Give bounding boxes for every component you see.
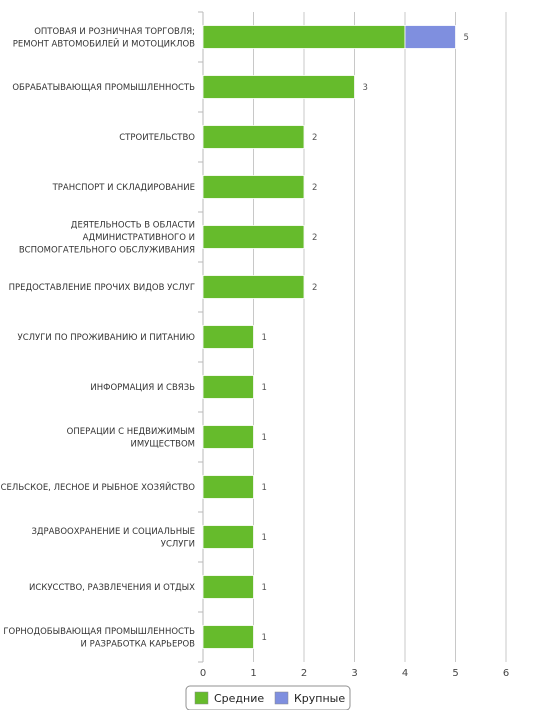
data-label: 1 xyxy=(262,333,267,343)
data-label: 1 xyxy=(262,583,267,593)
category-label: ВСПОМОГАТЕЛЬНОГО ОБСЛУЖИВАНИЯ xyxy=(19,246,195,256)
category-label: ДЕЯТЕЛЬНОСТЬ В ОБЛАСТИ xyxy=(71,221,195,231)
category-label: СЕЛЬСКОЕ, ЛЕСНОЕ И РЫБНОЕ ХОЗЯЙСТВО xyxy=(1,481,196,493)
category-label: ИНФОРМАЦИЯ И СВЯЗЬ xyxy=(90,383,195,393)
category-label: И РАЗРАБОТКА КАРЬЕРОВ xyxy=(81,639,196,649)
bar-medium[interactable] xyxy=(202,175,305,199)
category-labels: ОПТОВАЯ И РОЗНИЧНАЯ ТОРГОВЛЯ;РЕМОНТ АВТО… xyxy=(1,27,196,650)
data-label: 5 xyxy=(464,33,469,43)
bar-medium[interactable] xyxy=(202,575,254,599)
bar-medium[interactable] xyxy=(202,525,254,549)
x-tick-label: 3 xyxy=(351,668,357,679)
bar-large[interactable] xyxy=(404,25,456,49)
bar-medium[interactable] xyxy=(202,375,254,399)
bar-medium[interactable] xyxy=(202,625,254,649)
category-label: ОПЕРАЦИИ С НЕДВИЖИМЫМ xyxy=(67,427,195,437)
bar-medium[interactable] xyxy=(202,125,305,149)
legend-item-large[interactable]: Крупные xyxy=(294,692,345,705)
bar-medium[interactable] xyxy=(202,75,355,99)
grid xyxy=(198,11,507,663)
category-label: ТРАНСПОРТ И СКЛАДИРОВАНИЕ xyxy=(52,183,195,193)
category-label: ИМУЩЕСТВОМ xyxy=(130,439,195,449)
bars: 5 3 2 2 2 2 1 1 1 1 1 1 1 xyxy=(202,25,469,649)
bar-medium[interactable] xyxy=(202,275,305,299)
data-label: 1 xyxy=(262,633,267,643)
legend-box xyxy=(185,685,351,710)
data-label: 2 xyxy=(312,283,317,293)
data-label: 1 xyxy=(262,383,267,393)
x-axis-ticks: 0 1 2 3 4 5 6 xyxy=(200,668,509,679)
x-tick-label: 0 xyxy=(200,668,206,679)
x-tick-label: 1 xyxy=(250,668,256,679)
data-label: 2 xyxy=(312,233,317,243)
data-label: 1 xyxy=(262,533,267,543)
legend[interactable]: Средние Крупные xyxy=(185,685,351,710)
category-label: ИСКУССТВО, РАЗВЛЕЧЕНИЯ И ОТДЫХ xyxy=(29,583,195,593)
category-label: ОБРАБАТЫВАЮЩАЯ ПРОМЫШЛЕННОСТЬ xyxy=(12,83,195,93)
bar-medium[interactable] xyxy=(202,25,406,49)
data-label: 1 xyxy=(262,483,267,493)
x-tick-label: 4 xyxy=(402,668,408,679)
category-label: АДМИНИСТРАТИВНОГО И xyxy=(83,233,195,243)
data-label: 3 xyxy=(363,83,368,93)
legend-item-medium[interactable]: Средние xyxy=(214,692,264,705)
category-label: УСЛУГИ ПО ПРОЖИВАНИЮ И ПИТАНИЮ xyxy=(18,333,195,343)
legend-swatch xyxy=(194,691,209,705)
bar-medium[interactable] xyxy=(202,425,254,449)
legend-swatch xyxy=(274,691,289,705)
category-label: РЕМОНТ АВТОМОБИЛЕЙ И МОТОЦИКЛОВ xyxy=(13,37,195,49)
category-label: СТРОИТЕЛЬСТВО xyxy=(119,133,195,143)
x-tick-label: 5 xyxy=(452,668,458,679)
x-tick-label: 2 xyxy=(301,668,307,679)
bar-medium[interactable] xyxy=(202,225,305,249)
bar-medium[interactable] xyxy=(202,475,254,499)
category-label: ПРЕДОСТАВЛЕНИЕ ПРОЧИХ ВИДОВ УСЛУГ xyxy=(9,283,195,293)
bar-medium[interactable] xyxy=(202,325,254,349)
category-label: ОПТОВАЯ И РОЗНИЧНАЯ ТОРГОВЛЯ; xyxy=(34,27,195,37)
data-label: 2 xyxy=(312,183,317,193)
category-label: УСЛУГИ xyxy=(161,539,195,549)
data-label: 2 xyxy=(312,133,317,143)
x-tick-label: 6 xyxy=(503,668,509,679)
category-label: ГОРНОДОБЫВАЮЩАЯ ПРОМЫШЛЕННОСТЬ xyxy=(3,627,195,637)
data-label: 1 xyxy=(262,433,267,443)
category-label: ЗДРАВООХРАНЕНИЕ И СОЦИАЛЬНЫЕ xyxy=(31,527,195,537)
